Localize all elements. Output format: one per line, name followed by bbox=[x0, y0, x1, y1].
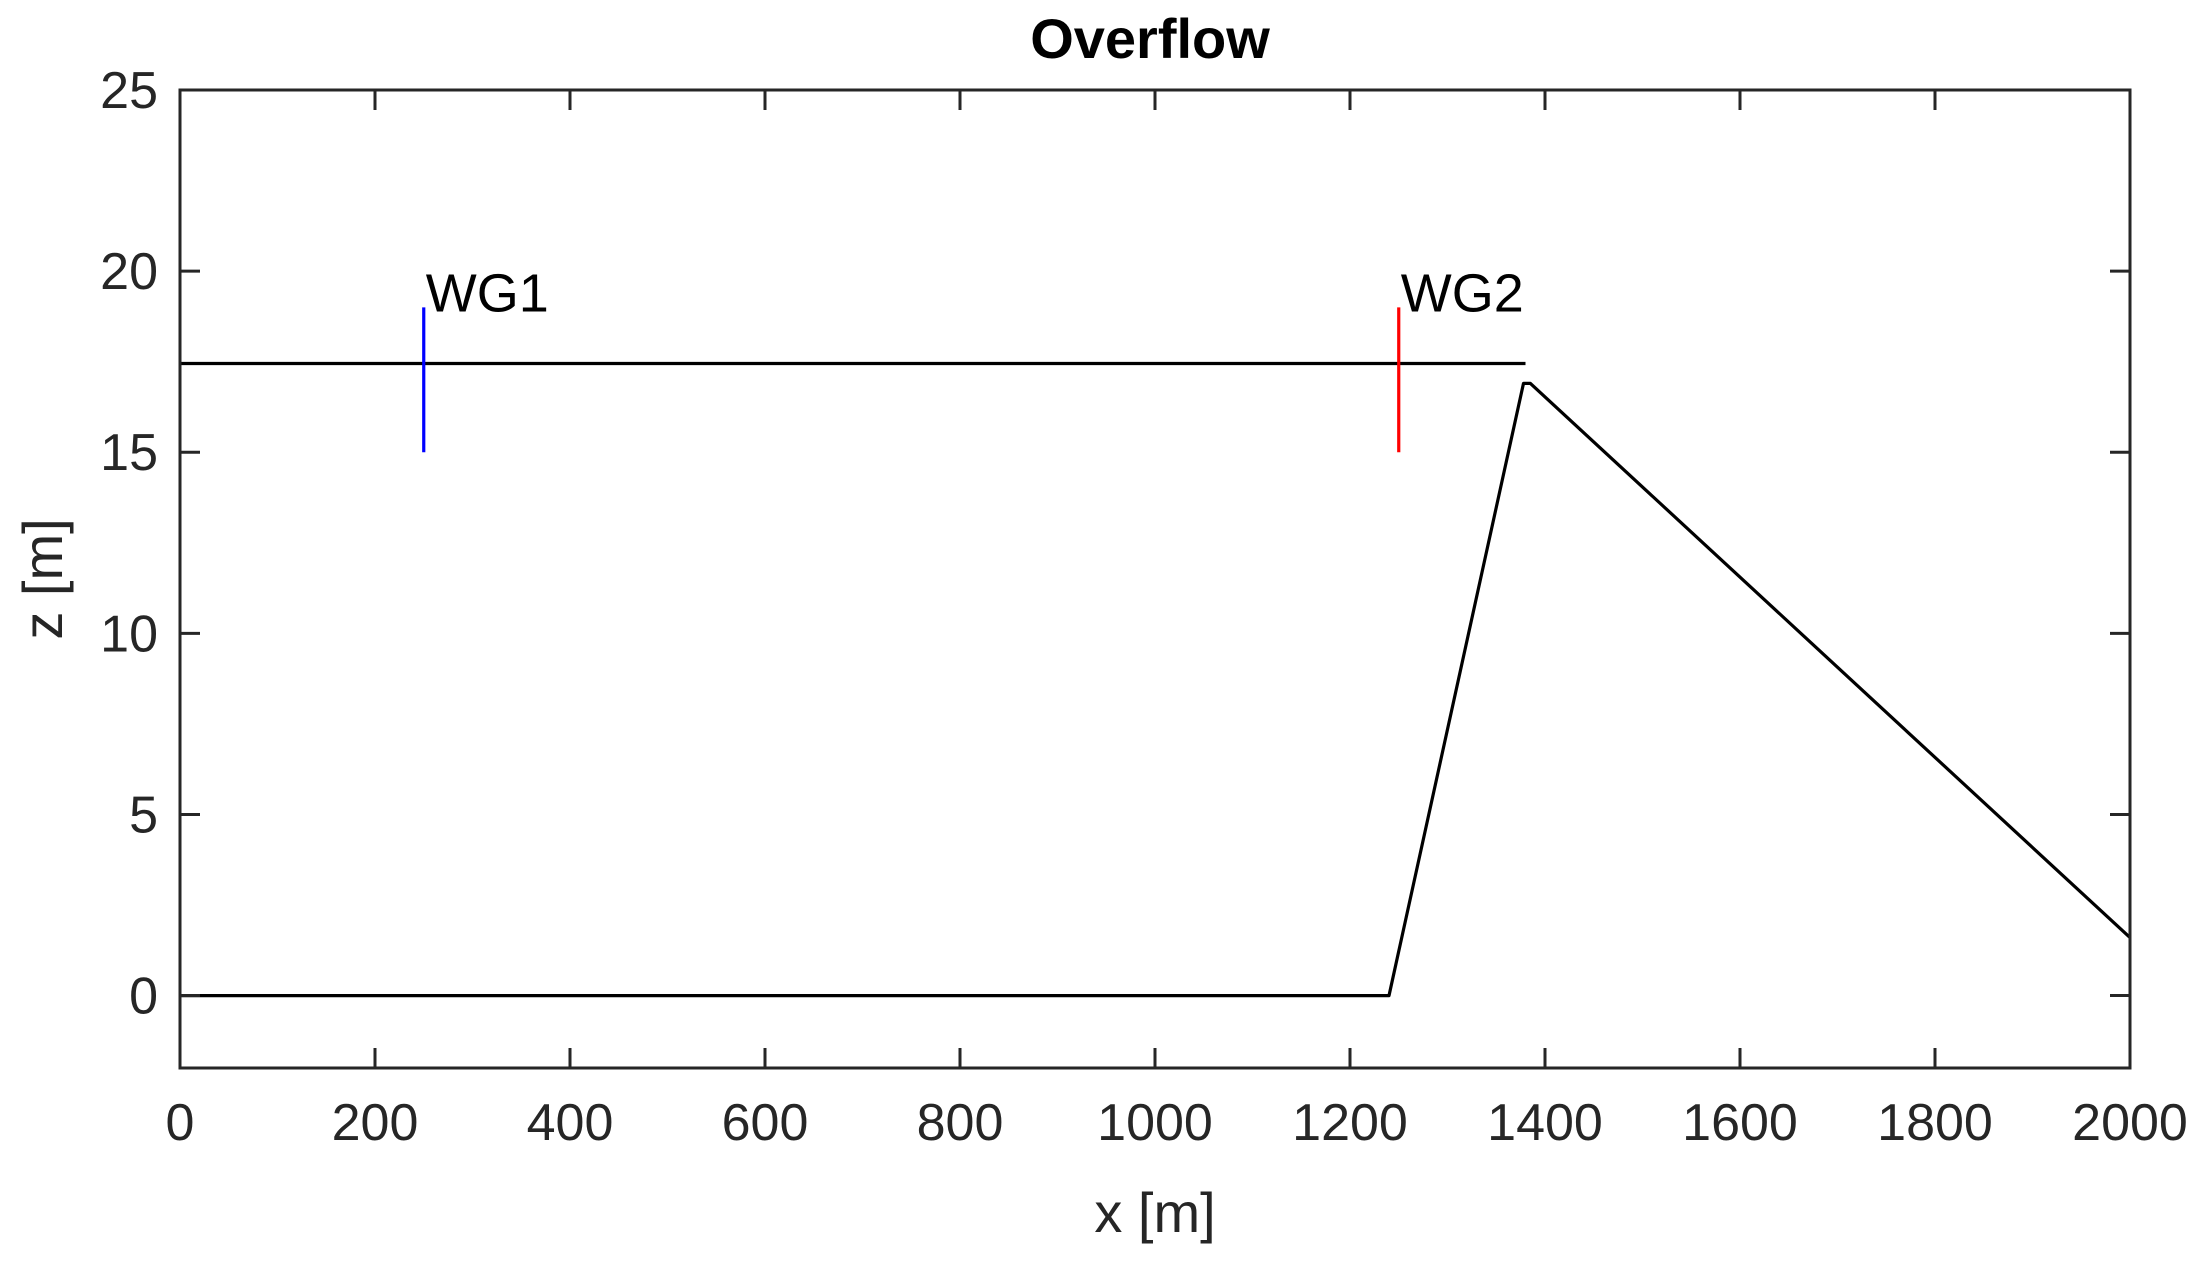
x-axis-label: x [m] bbox=[1094, 1181, 1215, 1244]
x-tick-label: 1200 bbox=[1292, 1094, 1408, 1152]
annotations: WG1 WG2 bbox=[422, 263, 1524, 453]
y-tick-label: 10 bbox=[100, 605, 158, 663]
x-tick-label: 1800 bbox=[1877, 1094, 1993, 1152]
x-tick-label: 600 bbox=[722, 1094, 809, 1152]
x-tick-label: 2000 bbox=[2072, 1094, 2188, 1152]
x-tick-label: 800 bbox=[917, 1094, 1004, 1152]
x-axis-ticks: 0 200 400 600 800 1000 1200 1400 1600 1800 2000 bbox=[166, 90, 2188, 1152]
x-tick-label: 400 bbox=[527, 1094, 614, 1152]
y-tick-label: 15 bbox=[100, 424, 158, 482]
y-axis-label: z [m] bbox=[11, 518, 74, 639]
y-tick-label: 0 bbox=[129, 968, 158, 1026]
plot-lines bbox=[180, 361, 2132, 998]
x-tick-label: 1600 bbox=[1682, 1094, 1798, 1152]
x-tick-label: 0 bbox=[166, 1094, 195, 1152]
y-tick-label: 25 bbox=[100, 62, 158, 120]
gauge-label-wg2: WG2 bbox=[1401, 263, 1524, 323]
chart-title: Overflow bbox=[1030, 7, 1270, 70]
y-axis-ticks: 0 5 10 15 20 25 bbox=[100, 62, 2130, 1026]
gauge-label-wg1: WG1 bbox=[426, 263, 549, 323]
plot-frame bbox=[178, 88, 2132, 1070]
y-tick-label: 20 bbox=[100, 243, 158, 301]
x-tick-label: 1400 bbox=[1487, 1094, 1603, 1152]
x-tick-label: 1000 bbox=[1097, 1094, 1213, 1152]
y-tick-label: 5 bbox=[129, 786, 158, 844]
series-line-bathymetry bbox=[180, 381, 2132, 998]
x-tick-label: 200 bbox=[332, 1094, 419, 1152]
